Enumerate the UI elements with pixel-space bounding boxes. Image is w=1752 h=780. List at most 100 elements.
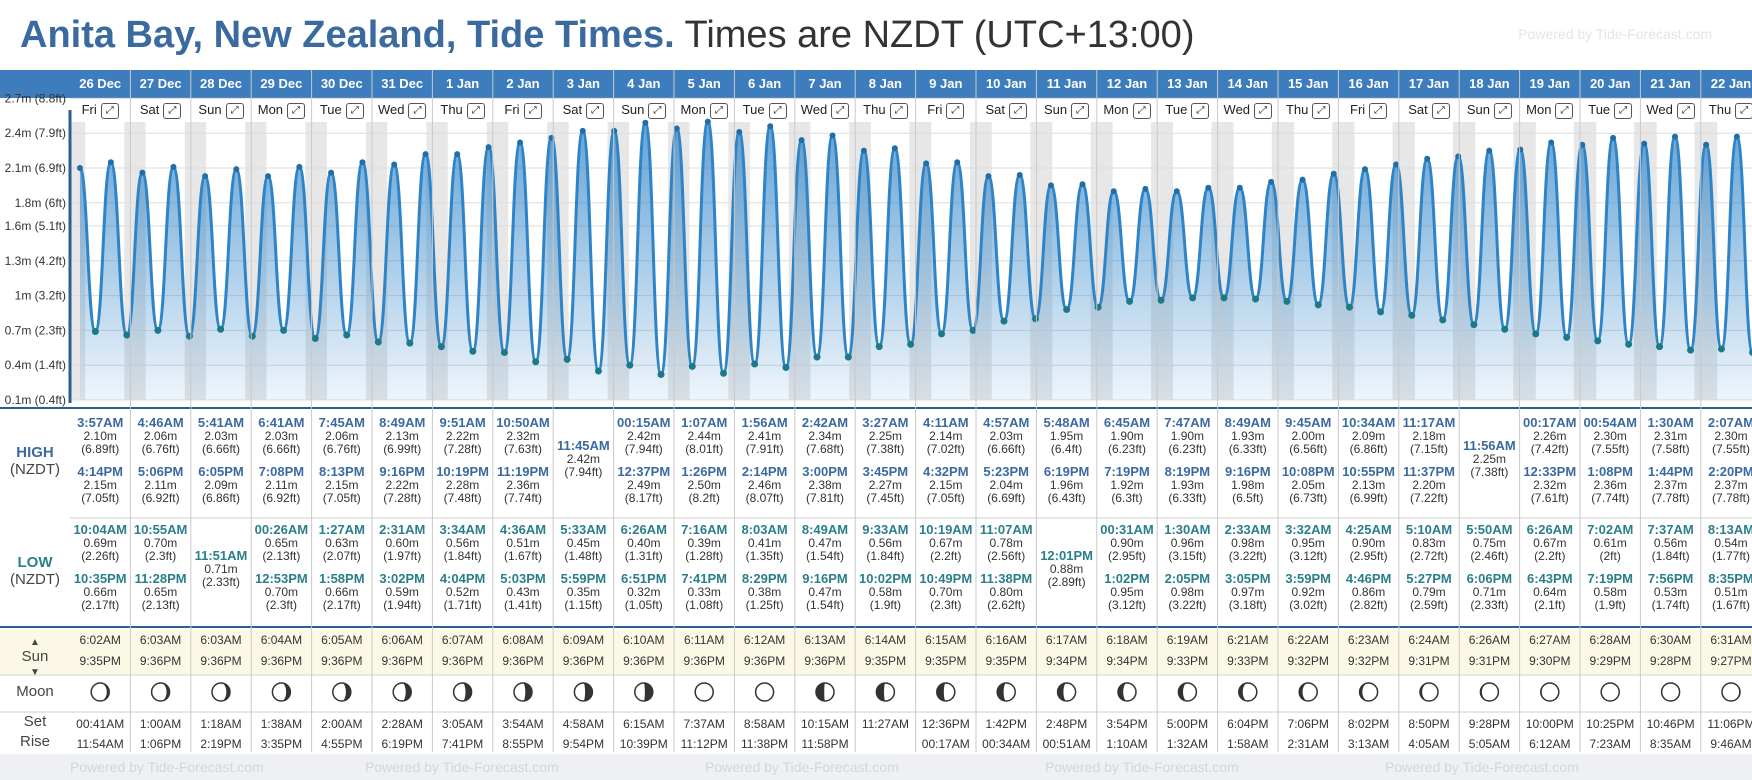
high-tide-point: [1733, 133, 1740, 140]
expand-day-icon[interactable]: ⤢: [889, 102, 908, 119]
expand-day-icon[interactable]: ⤢: [1312, 102, 1331, 119]
high-tide-time: 4:14PM: [77, 464, 123, 479]
low-tide-entry: 8:35PM 0.51m (1.67ft): [1701, 571, 1752, 612]
sunrise-time: 6:30AM: [1649, 633, 1692, 647]
low-tide-feet: (2.59ft): [1409, 598, 1448, 612]
low-tide-point: [1439, 316, 1447, 324]
sunset-time: 9:32PM: [1347, 654, 1390, 668]
expand-day-icon[interactable]: ⤢: [768, 102, 787, 119]
low-tide-height: 0.71m: [204, 562, 238, 576]
low-tide-time: 10:04AM: [73, 522, 127, 537]
day-of-week-cell: Thu ⤢: [1278, 99, 1338, 121]
high-tide-feet: (6.99ft): [383, 442, 422, 456]
sunrise-time: 6:16AM: [985, 633, 1027, 647]
high-tide-time: 2:42AM: [801, 415, 849, 430]
low-tide-point: [626, 361, 634, 369]
sunset-time: 9:36PM: [743, 654, 786, 668]
date-header: 18 Jan: [1469, 76, 1510, 91]
expand-day-icon[interactable]: ⤢: [1735, 102, 1752, 119]
date-header: 27 Dec: [139, 76, 182, 91]
day-of-week-cell: Tue ⤢: [312, 99, 372, 121]
expand-day-icon[interactable]: ⤢: [1614, 102, 1633, 119]
sunrise-time: 6:09AM: [562, 633, 605, 647]
expand-day-icon[interactable]: ⤢: [345, 102, 364, 119]
high-tide-time: 3:00PM: [802, 464, 848, 479]
high-tide-feet: (7.74ft): [503, 491, 542, 505]
high-tide-feet: (6.69ft): [987, 491, 1026, 505]
high-tide-feet: (7.45ft): [866, 491, 905, 505]
expand-day-icon[interactable]: ⤢: [1132, 102, 1151, 119]
low-tide-height: 0.35m: [566, 585, 601, 599]
expand-day-icon[interactable]: ⤢: [100, 102, 119, 119]
expand-day-icon[interactable]: ⤢: [586, 102, 605, 119]
high-tide-point: [1517, 146, 1524, 153]
expand-day-icon[interactable]: ⤢: [1191, 102, 1210, 119]
expand-day-icon[interactable]: ⤢: [831, 102, 850, 119]
expand-day-icon[interactable]: ⤢: [1431, 102, 1450, 119]
expand-day-icon[interactable]: ⤢: [287, 102, 306, 119]
high-tide-feet: (6.86ft): [1349, 442, 1388, 456]
high-tide-feet: (6.23ft): [1168, 442, 1207, 456]
low-tide-entry: 7:41PM 0.33m (1.08ft): [674, 571, 734, 612]
expand-day-icon[interactable]: ⤢: [1071, 102, 1090, 119]
low-tide-height: 0.53m: [1653, 585, 1688, 599]
moonset-time: 10:46PM: [1646, 717, 1695, 731]
expand-day-icon[interactable]: ⤢: [1555, 102, 1574, 119]
high-tide-feet: (6.33ft): [1228, 442, 1267, 456]
expand-day-icon[interactable]: ⤢: [1369, 102, 1388, 119]
low-tide-height: 0.75m: [1472, 536, 1507, 550]
day-of-week-cell: Fri ⤢: [1338, 99, 1398, 121]
expand-day-icon[interactable]: ⤢: [523, 102, 542, 119]
expand-day-icon[interactable]: ⤢: [1676, 102, 1695, 119]
sunset-time: 9:35PM: [864, 654, 907, 668]
date-header: 1 Jan: [445, 76, 480, 91]
low-tide-feet: (3.12ft): [1107, 598, 1146, 612]
expand-day-icon[interactable]: ⤢: [709, 102, 728, 119]
low-tide-height: 0.90m: [1110, 536, 1144, 550]
expand-day-icon[interactable]: ⤢: [1008, 102, 1027, 119]
high-tide-entry: 4:11AM 2.14m (7.02ft): [916, 415, 976, 456]
expand-day-icon[interactable]: ⤢: [163, 102, 182, 119]
expand-day-icon[interactable]: ⤢: [946, 102, 965, 119]
expand-day-icon[interactable]: ⤢: [466, 102, 485, 119]
expand-day-icon[interactable]: ⤢: [648, 102, 667, 119]
low-tide-time: 7:56PM: [1647, 571, 1694, 586]
low-tide-height: 0.47m: [808, 585, 842, 599]
high-tide-entry: 11:37PM 2.20m (7.22ft): [1399, 464, 1459, 505]
footer-watermark: Powered by Tide-Forecast.com: [70, 759, 264, 775]
low-tide-point: [563, 355, 571, 363]
low-tide-entry: 2:33AM 0.98m (3.22ft): [1218, 522, 1278, 563]
high-tide-point: [1424, 155, 1431, 162]
set-label: Set: [23, 713, 47, 730]
expand-day-icon[interactable]: ⤢: [1254, 102, 1273, 119]
moonrise-time: 4:05AM: [1408, 737, 1450, 751]
high-tide-time: 9:51AM: [439, 415, 486, 430]
day-of-week-label: Wed: [377, 102, 405, 117]
high-tide-entry: 3:27AM 2.25m (7.38ft): [855, 415, 915, 456]
expand-day-icon[interactable]: ⤢: [408, 102, 427, 119]
low-tide-height: 0.97m: [1231, 585, 1265, 599]
low-tide-entry: 6:43PM 0.64m (2.1ft): [1520, 571, 1580, 612]
high-tide-entry: 6:05PM 2.09m (6.86ft): [191, 464, 251, 505]
low-tide-time: 1:58PM: [319, 571, 365, 586]
low-tide-entry: 4:36AM 0.51m (1.67ft): [493, 522, 553, 563]
low-tide-entry: 10:04AM 0.69m (2.26ft): [70, 522, 130, 563]
sunset-time: 9:33PM: [1227, 654, 1269, 668]
high-tide-time: 1:07AM: [681, 415, 728, 430]
sunrise-time: 6:05AM: [321, 633, 363, 647]
high-tide-time: 1:26PM: [681, 464, 727, 479]
high-tide-entry: 00:15AM 2.42m (7.94ft): [614, 415, 674, 456]
moonrise-time: 3:35PM: [260, 737, 303, 751]
high-tide-feet: (7.61ft): [1530, 491, 1569, 505]
low-tide-time: 10:19AM: [919, 522, 973, 537]
high-tide-height: 2.37m: [1714, 478, 1748, 492]
high-tide-height: 2.15m: [325, 478, 359, 492]
high-tide-time: 10:50AM: [496, 415, 550, 430]
low-tide-feet: (2ft): [1599, 549, 1621, 563]
high-tide-entry: 2:07AM 2.30m (7.55ft): [1701, 415, 1752, 456]
expand-day-icon[interactable]: ⤢: [1493, 102, 1512, 119]
low-tide-feet: (2.13ft): [141, 598, 180, 612]
footer-watermark-band: Powered by Tide-Forecast.com Powered by …: [0, 754, 1752, 780]
expand-day-icon[interactable]: ⤢: [225, 102, 244, 119]
